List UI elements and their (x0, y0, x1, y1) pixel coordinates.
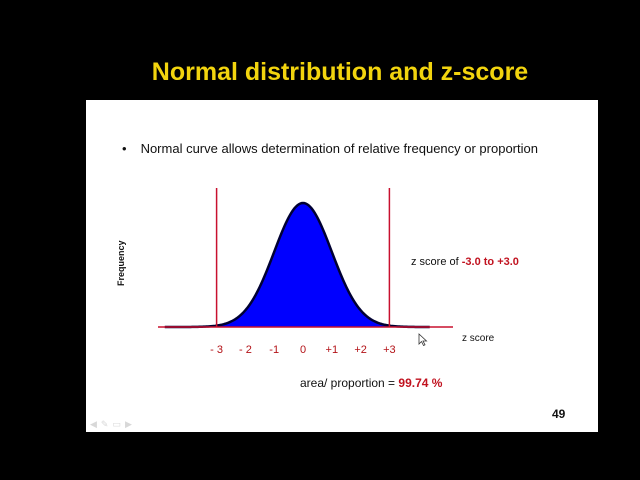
x-tick-label: +3 (383, 344, 396, 356)
z-range-value: -3.0 to +3.0 (461, 256, 519, 268)
x-tick-label: +2 (354, 344, 367, 356)
pen-icon[interactable]: ✎ (100, 419, 113, 429)
x-axis-label: z score (462, 333, 495, 344)
y-axis-label: Frequency (116, 240, 126, 286)
x-tick-label: +1 (325, 344, 339, 356)
bullet-text: Normal curve allows determination of rel… (140, 141, 538, 156)
slide-canvas (86, 100, 598, 432)
slideshow-toolbar[interactable]: ◀✎▭▶ (90, 419, 136, 430)
x-tick-label: - 2 (238, 344, 252, 356)
area-prefix: area/ proportion = (300, 376, 399, 390)
z-range-annotation: z score of -3.0 to +3.0 (411, 256, 519, 268)
arrow-right-icon[interactable]: ▶ (124, 419, 136, 429)
bullet-point: • Normal curve allows determination of re… (122, 141, 538, 156)
x-tick-label: 0 (299, 344, 307, 356)
x-tick-label: -1 (269, 344, 280, 356)
page-number: 49 (552, 407, 566, 421)
x-tick-label: - 3 (210, 344, 224, 356)
slides-icon[interactable]: ▭ (112, 419, 125, 429)
mouse-cursor-icon (418, 333, 428, 347)
shaded-area (216, 203, 390, 327)
z-range-prefix: z score of (411, 256, 462, 268)
slide-title: Normal distribution and z-score (151, 58, 529, 86)
area-value: 99.74 % (398, 376, 443, 390)
bullet-symbol: • (122, 141, 127, 156)
arrow-left-icon[interactable]: ◀ (90, 419, 101, 429)
area-proportion-text: area/ proportion = 99.74 % (300, 376, 442, 390)
